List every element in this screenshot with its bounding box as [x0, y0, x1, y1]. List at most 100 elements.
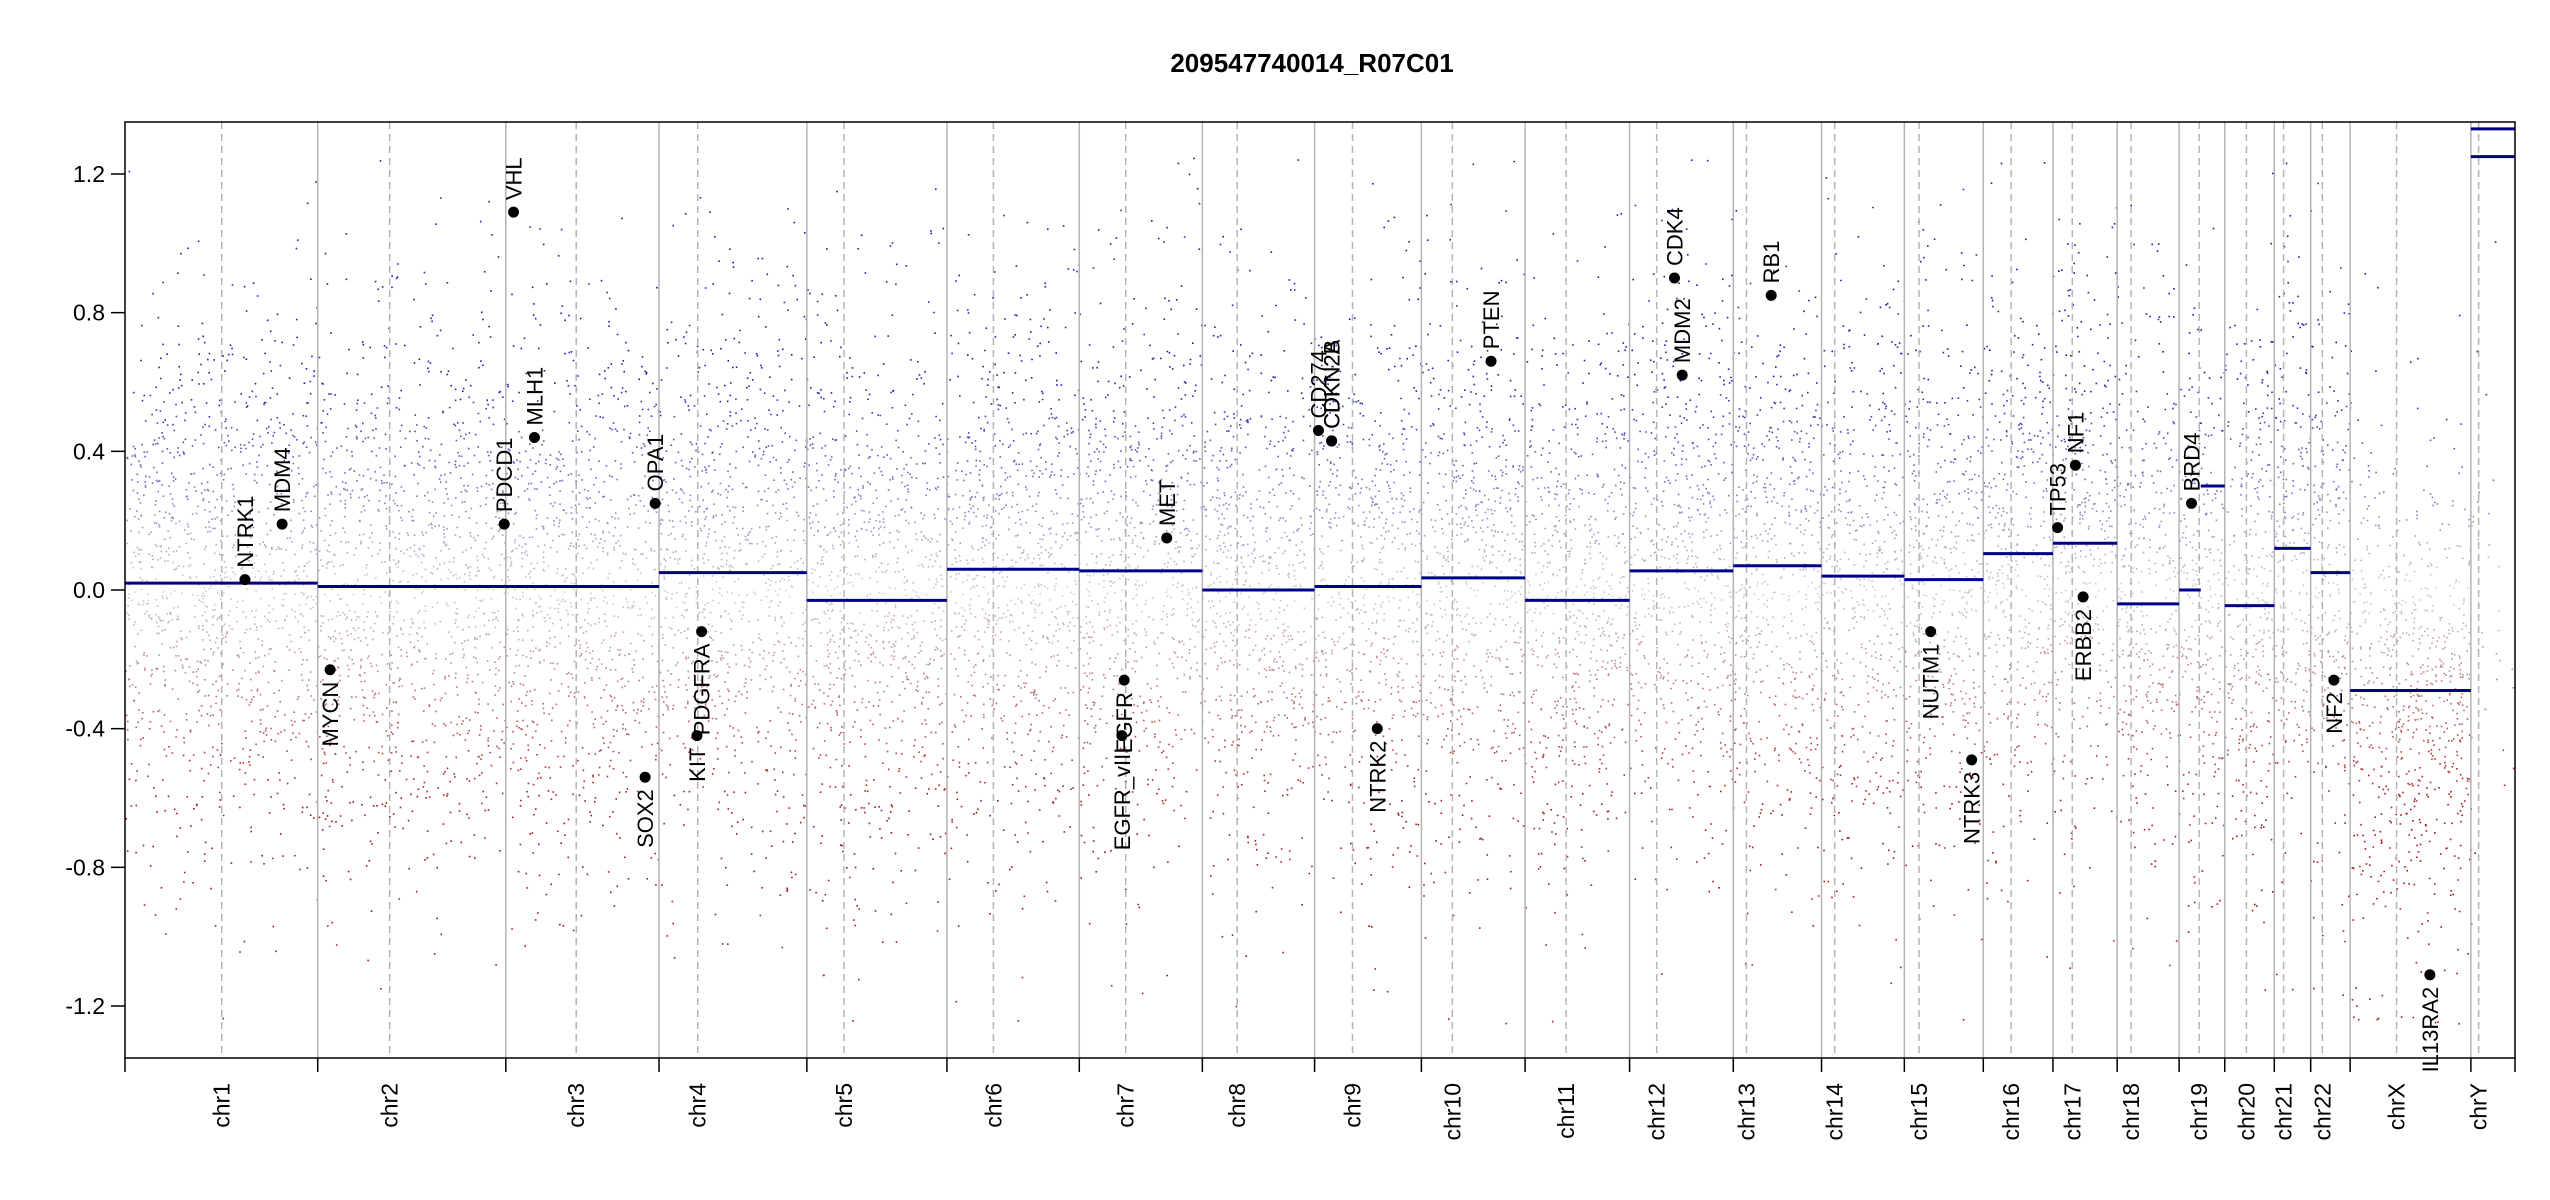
probe-points-chr7: [1191, 587, 1198, 590]
probe-points-chr2: [332, 450, 492, 454]
probe-points-chr17: [2090, 411, 2115, 414]
probe-points-chr8: [1218, 468, 1283, 471]
probe-points-chr13: [1749, 387, 1751, 389]
probe-points-chr11: [1557, 700, 1559, 702]
probe-points-chr8: [1226, 415, 1305, 418]
probe-points-chr1: [227, 586, 230, 588]
probe-points-chr14: [1885, 720, 1888, 722]
probe-points-chr8: [1219, 449, 1313, 452]
probe-points-chr6: [1040, 456, 1042, 459]
probe-points-chr8: [1261, 649, 1272, 653]
probe-points-chr13: [1773, 749, 1812, 752]
probe-points-chr8: [1202, 688, 1255, 690]
probe-points-chr11: [1555, 467, 1627, 470]
probe-points-chr7: [1150, 469, 1153, 471]
probe-points-chr10: [1441, 745, 1500, 748]
probe-points-chr1: [163, 670, 312, 673]
probe-points-chr1: [166, 448, 169, 450]
probe-points-chr8: [1258, 490, 1292, 492]
probe-points-chr2: [343, 745, 498, 749]
probe-points-chr6: [990, 516, 1010, 519]
probe-points-chr15: [1948, 501, 1951, 503]
probe-points-chr7: [1174, 419, 1176, 422]
probe-points-chr1: [185, 636, 302, 639]
probe-points-chr9: [1357, 691, 1400, 693]
probe-points-chr5: [830, 456, 871, 458]
probe-points-chr1: [227, 468, 229, 470]
probe-points-chr5: [858, 454, 888, 456]
probe-points-chr3: [515, 597, 627, 601]
probe-points-chr5: [886, 685, 940, 687]
probe-points-chr3: [641, 746, 643, 748]
probe-points-chr17: [2087, 605, 2108, 608]
probe-points-chr7: [1127, 634, 1148, 637]
probe-points-chr9: [1413, 387, 1415, 389]
probe-points-chr12: [1643, 711, 1646, 714]
probe-points-chr5: [892, 643, 895, 645]
probe-points-chr16: [2039, 611, 2042, 613]
probe-points-chr5: [861, 697, 924, 700]
probe-points-chr2: [337, 666, 497, 670]
probe-points-chr6: [947, 475, 1069, 478]
probe-points-chr13: [1761, 582, 1763, 585]
probe-points-chr5: [939, 419, 941, 422]
probe-points-chr11: [1567, 618, 1597, 621]
probe-points-chr4: [770, 579, 781, 582]
probe-points-chr12: [1634, 624, 1637, 627]
probe-points-chr16: [2032, 549, 2035, 551]
probe-points-chr15: [1910, 722, 1977, 725]
probe-points-chr17: [2079, 522, 2081, 525]
probe-points-chr7: [1105, 757, 1108, 760]
probe-points-chr5: [818, 689, 917, 691]
probe-points-chr16: [2049, 538, 2052, 541]
probe-points-chr1: [163, 538, 195, 541]
probe-points-chr16: [2006, 556, 2008, 558]
probe-points-chr6: [981, 537, 997, 540]
probe-points-chr11: [1562, 705, 1602, 708]
probe-points-chr17: [2081, 613, 2083, 615]
probe-points-chr14: [1890, 410, 1893, 412]
probe-points-chr16: [2041, 695, 2048, 698]
probe-points-chr2: [355, 750, 397, 753]
probe-points-chr12: [1667, 426, 1709, 429]
probe-points-chr12: [1634, 807, 1735, 975]
probe-points-chr1: [128, 170, 318, 384]
probe-points-chr17: [2065, 589, 2100, 592]
probe-points-chr2: [333, 552, 484, 556]
probe-points-chr6: [1006, 738, 1009, 740]
probe-points-chr9: [1362, 438, 1371, 441]
probe-points-chr1: [208, 634, 210, 637]
probe-points-chr4: [665, 450, 765, 453]
probe-points-chr16: [2006, 575, 2019, 577]
probe-points-chr6: [988, 655, 1055, 657]
probe-points-chr3: [518, 430, 651, 433]
probe-points-chr5: [895, 752, 903, 755]
probe-points-chr1: [127, 604, 285, 607]
probe-points-chr3: [527, 782, 530, 785]
probe-points-chr10: [1475, 531, 1477, 534]
probe-points-chr6: [1058, 628, 1061, 630]
probe-points-chr1: [160, 724, 210, 727]
probe-points-chr16: [1984, 635, 1991, 638]
probe-points-chr6: [953, 611, 1043, 615]
probe-points-chr7: [1146, 483, 1148, 486]
probe-points-chr1: [132, 391, 135, 394]
probe-points-chr8: [1247, 554, 1306, 557]
probe-points-chr8: [1246, 515, 1312, 519]
probe-points-chr6: [970, 587, 1049, 590]
probe-points-chr4: [722, 420, 725, 422]
probe-points-chr15: [1963, 608, 1973, 611]
probe-points-chr8: [1211, 496, 1214, 499]
probe-points-chr8: [1298, 692, 1301, 694]
probe-points-chr7: [1144, 456, 1147, 458]
probe-points-chr16: [2019, 760, 2033, 763]
probe-points-chr15: [1913, 478, 1971, 482]
probe-points-chr15: [1913, 545, 1955, 549]
probe-points-chr9: [1390, 686, 1414, 689]
probe-points-chr10: [1426, 557, 1521, 560]
probe-points-chr9: [1329, 461, 1421, 463]
probe-points-chr2: [322, 432, 471, 434]
probe-points-chr9: [1402, 427, 1418, 431]
probe-points-chr3: [509, 565, 550, 568]
probe-points-chr13: [1778, 754, 1780, 756]
